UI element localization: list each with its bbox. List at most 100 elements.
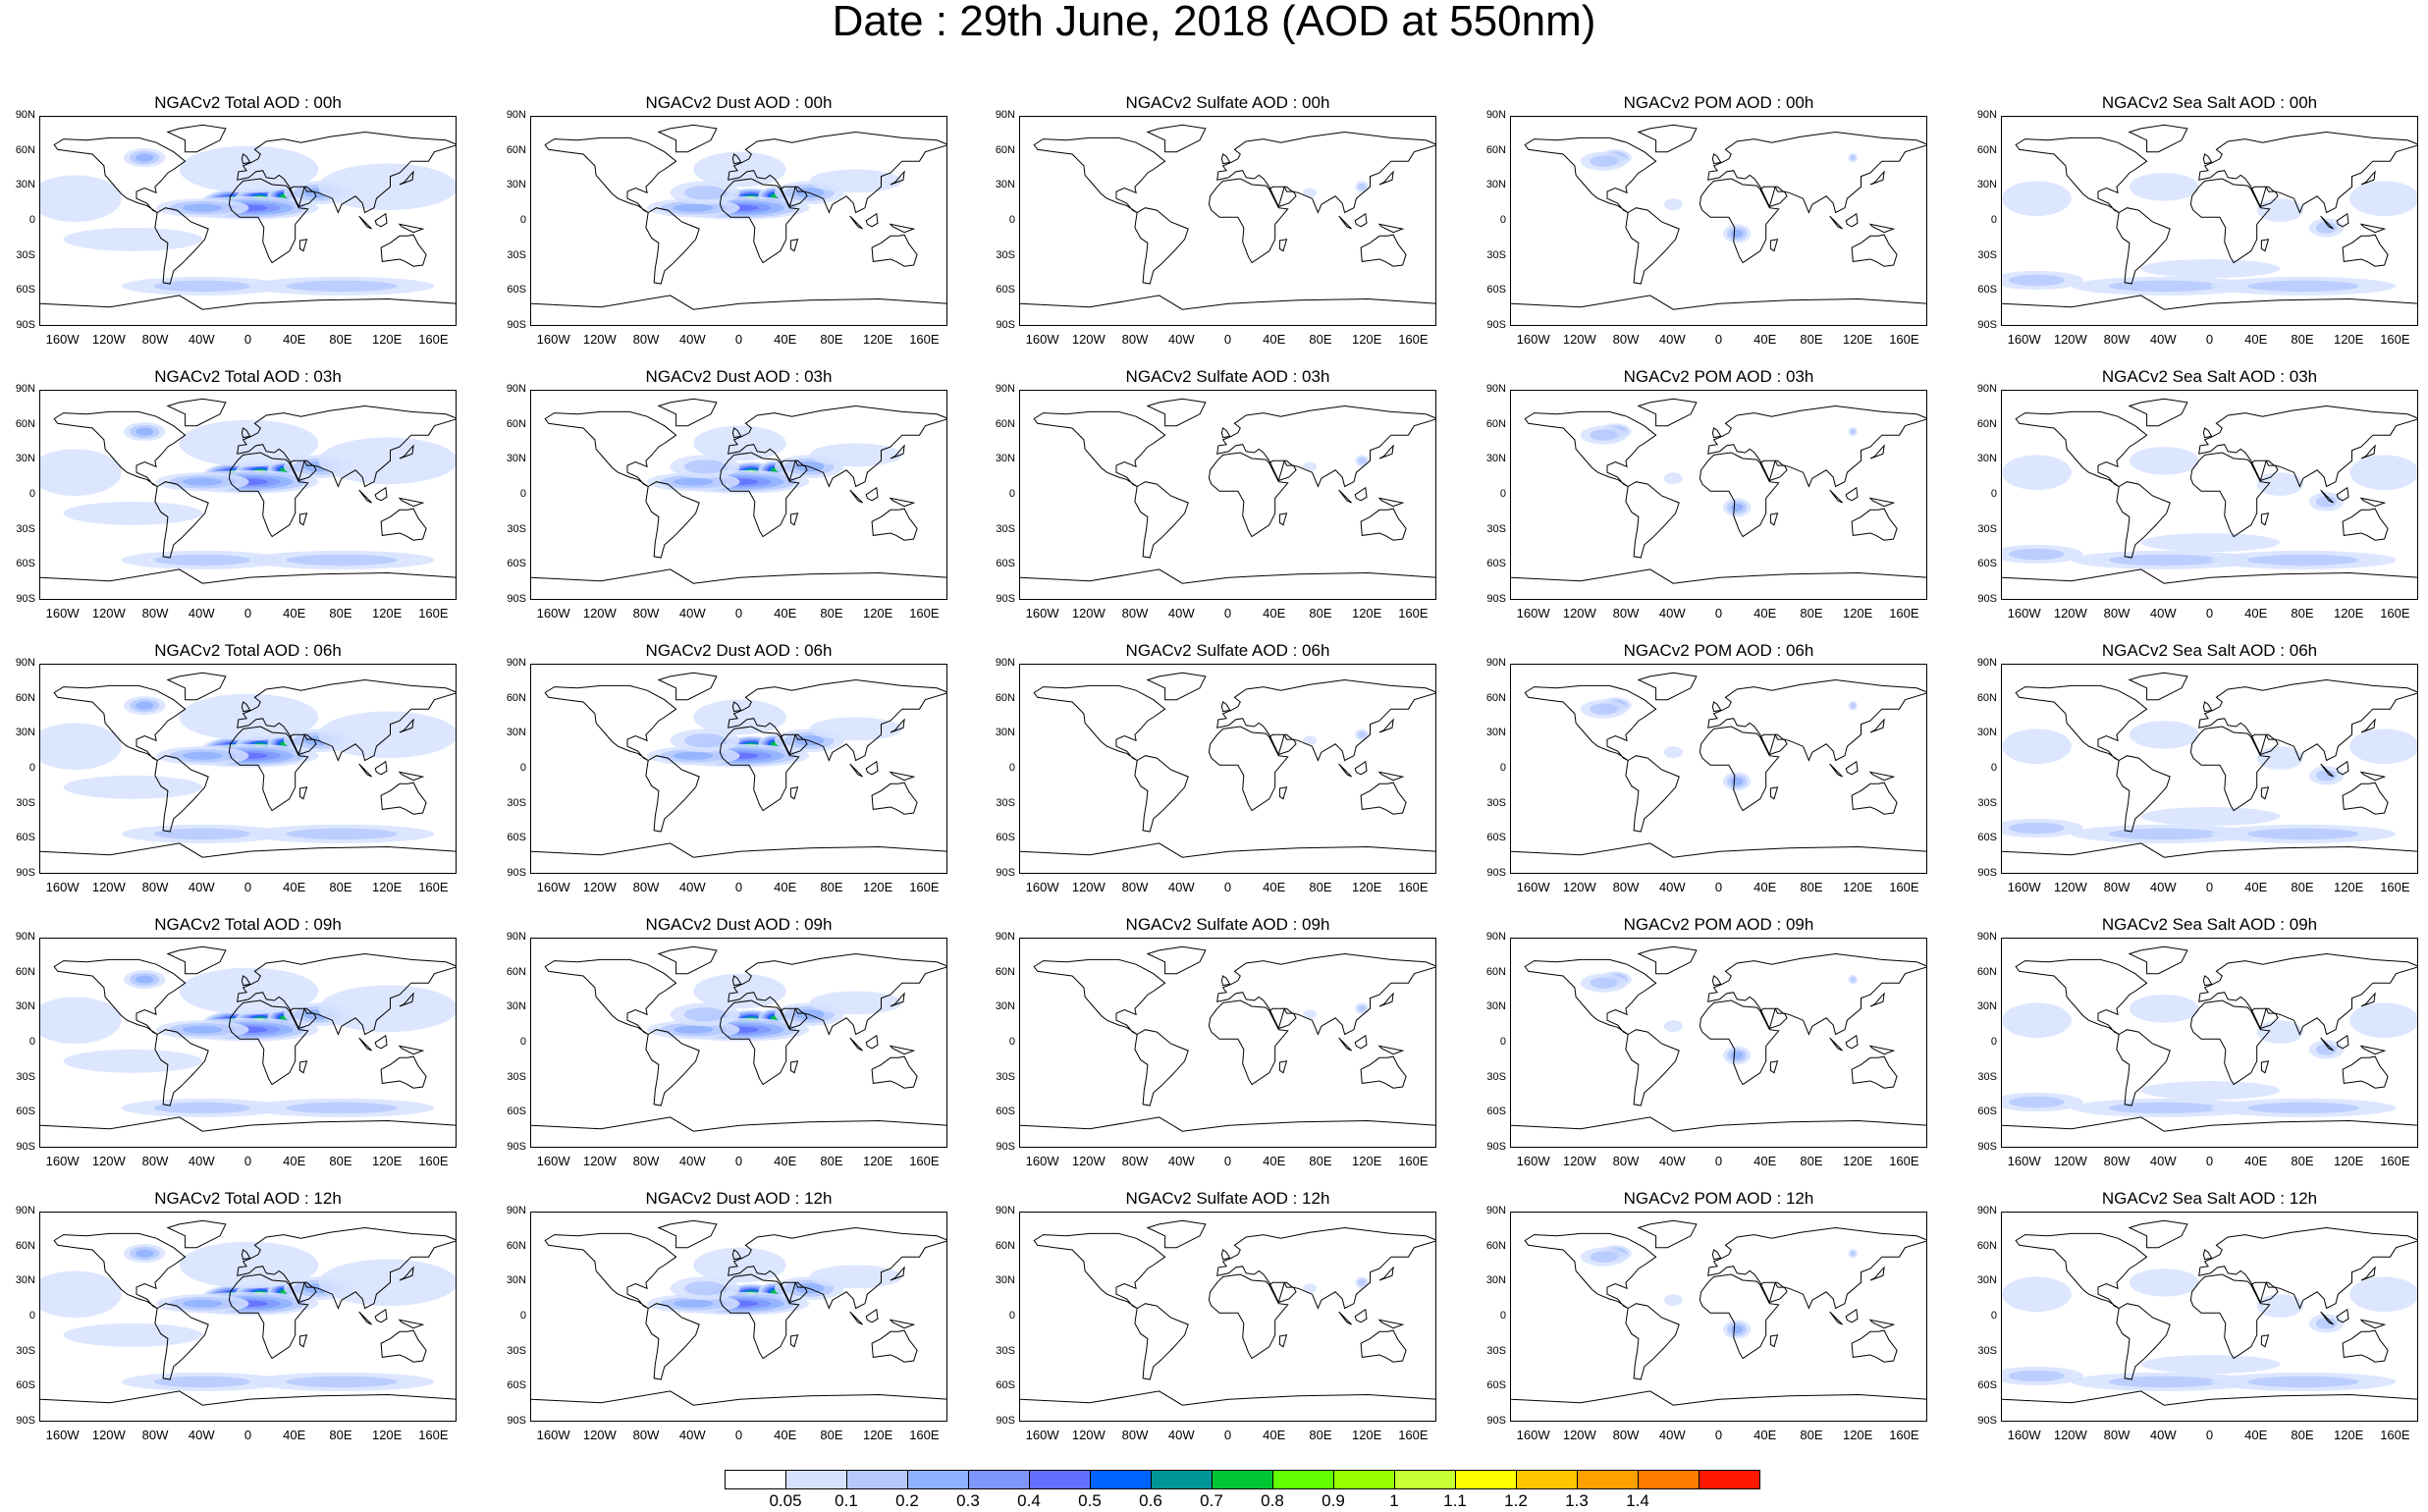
lat-tick-label: 60S xyxy=(16,1106,35,1118)
lat-tick-label: 0 xyxy=(1990,214,1997,226)
coastline xyxy=(1268,1281,1297,1304)
lat-tick-label: 90N xyxy=(15,931,35,943)
coastline xyxy=(1707,678,1926,762)
coastline xyxy=(1134,1303,1189,1380)
coastline xyxy=(1851,1329,1898,1363)
coastline xyxy=(228,999,309,1086)
aod-plume xyxy=(1358,1278,1367,1286)
lat-tick-label: 60N xyxy=(1485,691,1506,704)
coastline xyxy=(1699,178,1780,264)
lon-tick-label: 80W xyxy=(141,1154,169,1168)
coastline xyxy=(1711,975,1722,987)
aod-plume xyxy=(1303,1283,1318,1294)
lat-tick-label: 0 xyxy=(1008,214,1015,226)
coastline xyxy=(719,1273,800,1360)
colorbar-swatch xyxy=(1151,1470,1213,1489)
coastline xyxy=(1208,178,1289,264)
coastline xyxy=(380,782,427,815)
aod-plume xyxy=(1303,461,1318,472)
colorbar-swatch xyxy=(1333,1470,1395,1489)
lat-tick-label: 90S xyxy=(1486,319,1506,331)
lon-tick-label: 40W xyxy=(678,1154,706,1168)
lat-tick-label: 30S xyxy=(16,796,35,809)
panel-title: NGACv2 Dust AOD : 12h xyxy=(645,1189,833,1208)
lon-tick-label: 160W xyxy=(1516,606,1550,621)
coastline xyxy=(890,1266,905,1281)
lon-tick-label: 0 xyxy=(734,332,743,347)
map-canvas xyxy=(1020,124,1435,310)
aod-plume xyxy=(2247,1102,2359,1114)
pom-aod-map xyxy=(1510,116,1927,326)
lon-tick-label: 40W xyxy=(2149,880,2177,894)
coastline xyxy=(2198,405,2417,488)
colorbar-swatch xyxy=(1577,1470,1639,1489)
coastline xyxy=(544,410,677,487)
coastline xyxy=(289,1007,317,1030)
coastline xyxy=(1868,497,1896,508)
lon-tick-label: 120E xyxy=(371,1154,403,1168)
lon-tick-label: 80E xyxy=(329,880,352,894)
coastline xyxy=(1208,726,1289,812)
coastline xyxy=(531,1390,946,1406)
coastline xyxy=(2260,513,2270,526)
colorbar-label: 1.3 xyxy=(1565,1491,1589,1510)
lon-tick-label: 160W xyxy=(45,332,80,347)
coastline xyxy=(1278,786,1288,800)
aod-plume xyxy=(2140,1355,2281,1375)
coastline xyxy=(1829,1311,1843,1325)
lon-tick-label: 80W xyxy=(141,332,169,347)
aod-plume xyxy=(809,991,902,1015)
coastline xyxy=(228,726,309,812)
coastline xyxy=(2189,1273,2271,1360)
coastline xyxy=(2250,733,2279,756)
coastline xyxy=(53,684,187,761)
coastline xyxy=(865,1308,879,1323)
coastline xyxy=(1637,1219,1698,1249)
coastline xyxy=(298,239,308,252)
coastline xyxy=(731,1249,742,1261)
coastline xyxy=(2015,958,2148,1035)
map-canvas xyxy=(531,672,946,858)
aod-plume xyxy=(2108,828,2220,840)
coastline xyxy=(2202,1249,2213,1261)
coastline xyxy=(1829,215,1843,230)
coastline xyxy=(1220,701,1231,713)
coastline xyxy=(889,1045,916,1055)
aod-plume xyxy=(2315,770,2338,782)
lon-tick-label: 160W xyxy=(1025,606,1059,621)
map-canvas xyxy=(2002,945,2417,1132)
lon-tick-label: 160W xyxy=(1025,332,1059,347)
colorbar-label: 0.4 xyxy=(1017,1491,1041,1510)
lon-tick-label: 80W xyxy=(1612,332,1640,347)
lon-tick-label: 160E xyxy=(909,332,940,347)
coastline xyxy=(1278,239,1288,252)
lon-tick-label: 0 xyxy=(1714,1428,1723,1442)
lon-tick-label: 80W xyxy=(632,1154,660,1168)
lon-tick-label: 80E xyxy=(820,332,843,347)
aod-plume xyxy=(286,554,398,567)
coastline xyxy=(1869,1266,1885,1281)
lon-tick-label: 160W xyxy=(2007,606,2041,621)
lon-tick-label: 0 xyxy=(734,1154,743,1168)
coastline xyxy=(1845,760,1859,776)
lat-tick-label: 90N xyxy=(506,657,526,669)
coastline xyxy=(865,212,879,228)
coastline xyxy=(849,1037,863,1052)
coastline xyxy=(871,508,918,541)
lon-tick-label: 120E xyxy=(1842,1154,1873,1168)
coastline xyxy=(2336,212,2349,228)
coastline xyxy=(789,786,799,800)
lon-tick-label: 80W xyxy=(1612,1428,1640,1442)
lon-tick-label: 120W xyxy=(91,1154,126,1168)
coastline xyxy=(1360,782,1407,815)
lat-tick-label: 90S xyxy=(1977,319,1997,331)
lon-tick-label: 0 xyxy=(2205,606,2214,621)
lon-tick-label: 80E xyxy=(820,880,843,894)
lat-tick-label: 30S xyxy=(16,522,35,535)
lat-tick-label: 90N xyxy=(506,931,526,943)
aod-plume xyxy=(2108,1102,2220,1114)
lon-tick-label: 0 xyxy=(734,1428,743,1442)
coastline xyxy=(849,489,863,504)
colorbar-label: 1.4 xyxy=(1626,1491,1649,1510)
lat-tick-label: 60N xyxy=(1485,417,1506,430)
